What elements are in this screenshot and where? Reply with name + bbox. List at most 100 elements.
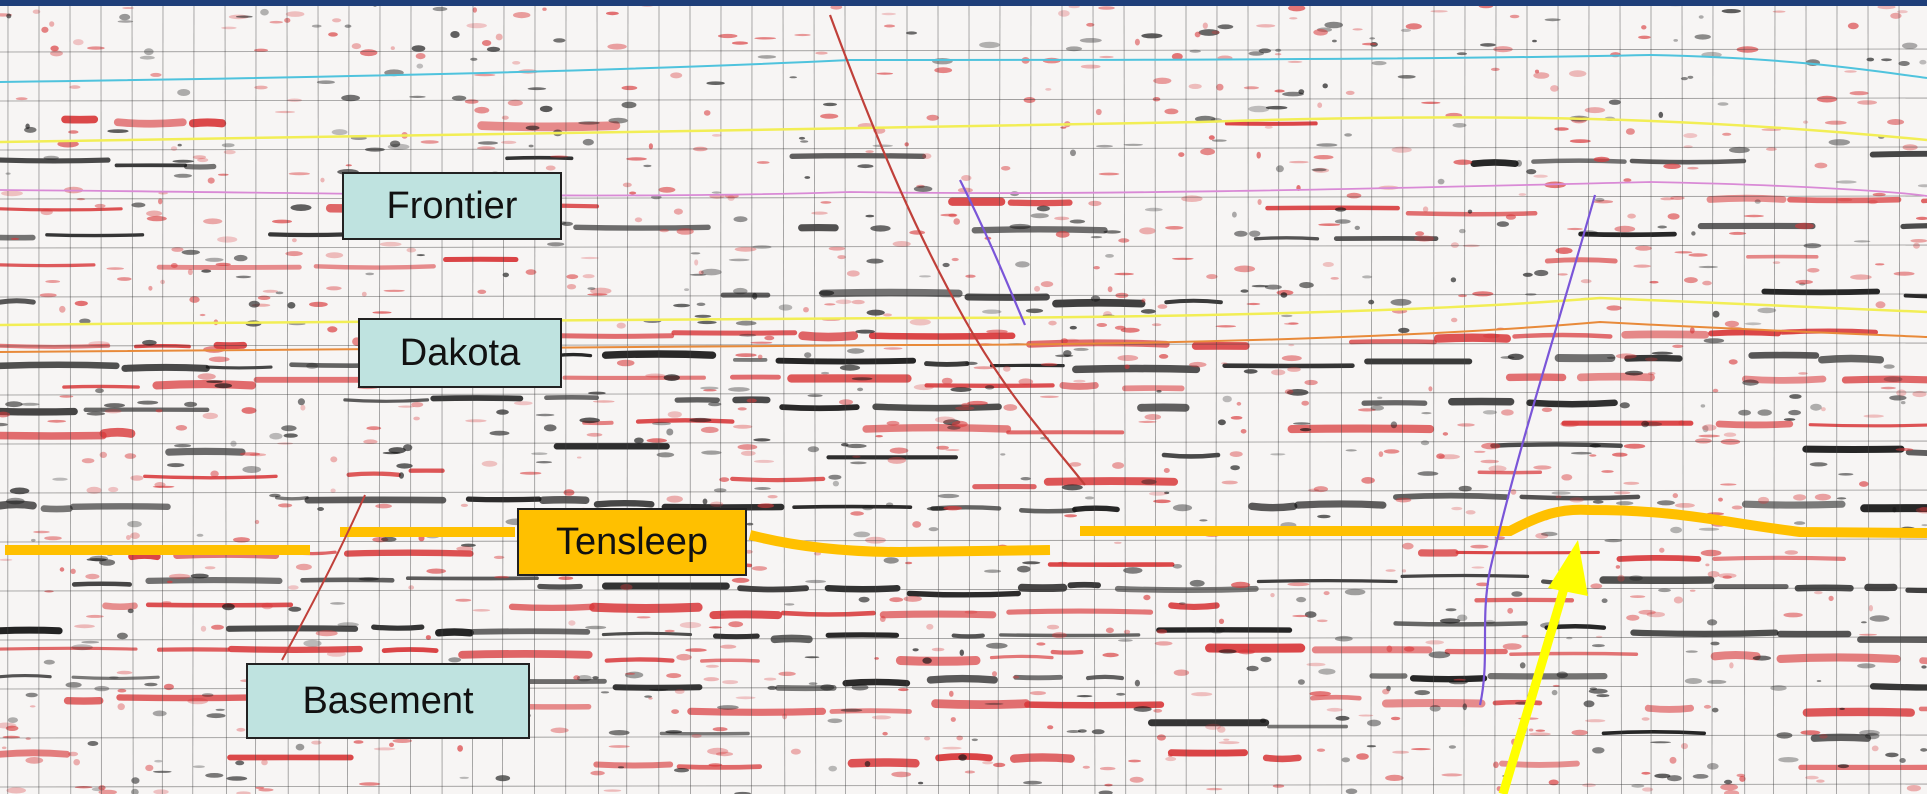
noise-speckle — [130, 532, 140, 539]
noise-speckle — [984, 569, 1002, 573]
noise-speckle — [1631, 784, 1645, 788]
noise-speckle — [703, 389, 717, 392]
noise-speckle — [1493, 761, 1499, 769]
noise-speckle — [1036, 642, 1046, 646]
noise-speckle — [1814, 493, 1831, 501]
noise-speckle — [1592, 644, 1605, 648]
noise-speckle — [73, 39, 84, 46]
noise-speckle — [767, 495, 778, 499]
reflector-segment — [275, 496, 309, 501]
noise-speckle — [1462, 703, 1468, 711]
noise-speckle — [278, 503, 293, 508]
reflector-segment — [1262, 754, 1302, 763]
noise-speckle — [1518, 193, 1527, 196]
noise-speckle — [1824, 120, 1847, 125]
noise-speckle — [1731, 505, 1743, 510]
noise-speckle — [1164, 108, 1179, 115]
noise-speckle — [502, 272, 509, 278]
reflector-segment — [1512, 332, 1613, 339]
noise-speckle — [233, 537, 250, 543]
noise-speckle — [501, 140, 517, 144]
noise-speckle — [1912, 390, 1927, 398]
noise-speckle — [865, 214, 875, 218]
noise-speckle — [40, 208, 53, 216]
noise-speckle — [1240, 429, 1247, 434]
noise-speckle — [1206, 274, 1218, 280]
noise-speckle — [652, 421, 671, 426]
trace-line — [1215, 0, 1218, 794]
noise-speckle — [1883, 364, 1895, 369]
noise-speckle — [1356, 753, 1369, 760]
noise-speckle — [1529, 732, 1551, 736]
noise-speckle — [1441, 773, 1463, 777]
noise-speckle — [942, 262, 950, 268]
noise-speckle — [154, 482, 166, 488]
noise-speckle — [1386, 645, 1393, 653]
noise-speckle — [847, 348, 865, 354]
noise-speckle — [926, 114, 939, 121]
reflector-segment — [1706, 194, 1787, 203]
time-line — [0, 391, 1927, 396]
noise-speckle — [1700, 549, 1722, 557]
noise-speckle — [1722, 132, 1732, 136]
noise-speckle — [811, 211, 828, 215]
noise-speckle — [1672, 493, 1679, 499]
noise-speckle — [1535, 532, 1549, 539]
noise-speckle — [1772, 261, 1781, 264]
noise-speckle — [735, 353, 757, 357]
reflector-segment — [343, 398, 430, 403]
reflector-segment — [113, 118, 187, 128]
noise-speckle — [1712, 310, 1720, 318]
noise-speckle — [1298, 89, 1305, 95]
noise-speckle — [25, 692, 38, 698]
noise-speckle — [1865, 732, 1880, 740]
noise-speckle — [663, 374, 680, 381]
noise-speckle — [1287, 582, 1310, 587]
noise-speckle — [648, 697, 653, 700]
noise-speckle — [1606, 356, 1616, 359]
noise-speckle — [1778, 757, 1799, 763]
noise-speckle — [420, 140, 439, 144]
reflector-segment — [589, 602, 703, 613]
noise-speckle — [1334, 207, 1347, 212]
noise-speckle — [47, 419, 67, 423]
noise-speckle — [1191, 692, 1213, 697]
noise-speckle — [1919, 59, 1927, 65]
noise-speckle — [1783, 612, 1803, 618]
noise-speckle — [1594, 197, 1605, 202]
time-line — [0, 636, 1927, 641]
noise-speckle — [1194, 31, 1201, 38]
noise-speckle — [1541, 407, 1553, 413]
reflector-segment — [183, 163, 217, 170]
noise-speckle — [372, 311, 392, 314]
noise-speckle — [288, 606, 302, 612]
noise-speckle — [1789, 394, 1802, 399]
noise-speckle — [1096, 144, 1113, 148]
noise-speckle — [684, 288, 690, 291]
noise-speckle — [1589, 443, 1601, 448]
noise-speckle — [701, 268, 722, 276]
noise-speckle — [1728, 359, 1738, 365]
noise-speckle — [1615, 353, 1637, 359]
noise-speckle — [702, 498, 708, 505]
noise-speckle — [918, 275, 932, 278]
noise-speckle — [187, 697, 208, 705]
noise-speckle — [1459, 228, 1466, 234]
noise-speckle — [474, 73, 496, 77]
noise-speckle — [1128, 759, 1142, 763]
noise-speckle — [1421, 412, 1432, 415]
noise-speckle — [150, 72, 162, 77]
reflector-segment — [1019, 508, 1077, 514]
noise-speckle — [1015, 261, 1030, 268]
reflector-segment — [165, 447, 246, 456]
noise-speckle — [1635, 245, 1652, 251]
noise-speckle — [98, 785, 106, 791]
noise-speckle — [1070, 149, 1076, 157]
noise-speckle — [456, 546, 474, 552]
noise-speckle — [1270, 453, 1286, 456]
noise-speckle — [1330, 277, 1339, 280]
noise-speckle — [1358, 714, 1374, 717]
noise-speckle — [733, 287, 748, 295]
noise-speckle — [1040, 362, 1058, 367]
